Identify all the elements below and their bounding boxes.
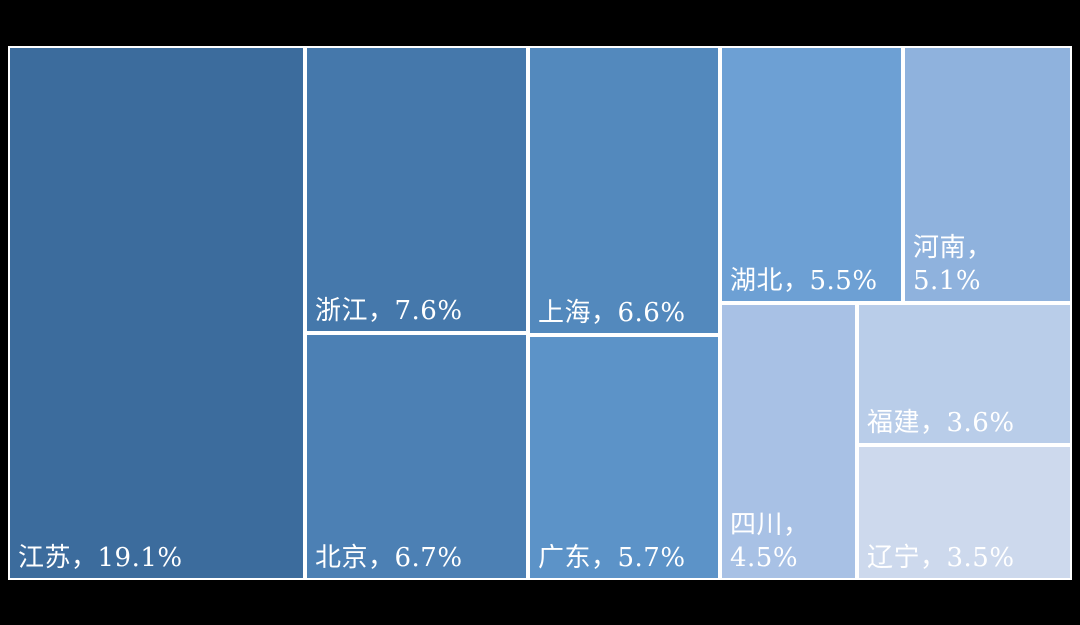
treemap-cell-label-jiangsu: 江苏，19.1%: [18, 542, 183, 573]
treemap-cell-shanghai: 上海，6.6%: [528, 46, 720, 335]
treemap: 江苏，19.1% 浙江，7.6% 北京，6.7% 上海，6.6% 广东，5.7% 湖北，5…: [8, 46, 1072, 580]
treemap-cell-liaoning: 辽宁，3.5%: [857, 445, 1072, 580]
treemap-cell-beijing: 北京，6.7%: [305, 333, 528, 580]
treemap-cell-zhejiang: 浙江，7.6%: [305, 46, 528, 333]
treemap-cell-guangdong: 广东，5.7%: [528, 335, 720, 580]
treemap-cell-label-hubei: 湖北，5.5%: [730, 265, 878, 296]
treemap-cell-sichuan: 四川， 4.5%: [720, 303, 857, 580]
treemap-cell-label-shanghai: 上海，6.6%: [538, 297, 686, 328]
treemap-cell-henan: 河南， 5.1%: [903, 46, 1072, 303]
treemap-cell-label-sichuan: 四川， 4.5%: [730, 510, 810, 573]
treemap-cell-label-henan: 河南， 5.1%: [913, 233, 993, 296]
treemap-cell-jiangsu: 江苏，19.1%: [8, 46, 305, 580]
treemap-cell-label-guangdong: 广东，5.7%: [538, 542, 686, 573]
treemap-cell-fujian: 福建，3.6%: [857, 303, 1072, 445]
treemap-cell-label-beijing: 北京，6.7%: [315, 542, 463, 573]
treemap-cell-label-liaoning: 辽宁，3.5%: [867, 542, 1015, 573]
treemap-cell-hubei: 湖北，5.5%: [720, 46, 903, 303]
treemap-cell-label-zhejiang: 浙江，7.6%: [315, 295, 463, 326]
treemap-cell-label-fujian: 福建，3.6%: [867, 407, 1015, 438]
